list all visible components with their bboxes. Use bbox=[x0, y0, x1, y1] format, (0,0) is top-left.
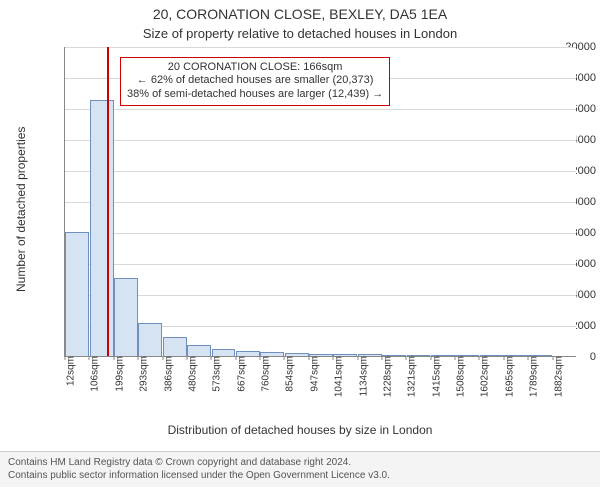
x-tick-label: 293sqm bbox=[135, 356, 150, 392]
gridline bbox=[65, 295, 576, 296]
histogram-bar bbox=[236, 351, 260, 356]
x-tick-label: 1602sqm bbox=[476, 356, 491, 397]
x-tick-label: 12sqm bbox=[62, 356, 77, 386]
gridline bbox=[65, 202, 576, 203]
annotation-line: 20 CORONATION CLOSE: 166sqm bbox=[127, 61, 383, 75]
x-tick-label: 573sqm bbox=[208, 356, 223, 392]
histogram-bar bbox=[260, 352, 284, 355]
y-axis-title: Number of detached properties bbox=[14, 126, 28, 291]
histogram-bar bbox=[90, 100, 114, 356]
gridline bbox=[65, 233, 576, 234]
x-tick-label: 947sqm bbox=[305, 356, 320, 392]
gridline bbox=[65, 47, 576, 48]
histogram-bar bbox=[212, 349, 236, 356]
x-tick-label: 1695sqm bbox=[500, 356, 515, 397]
gridline bbox=[65, 264, 576, 265]
annotation-line: 38% of semi-detached houses are larger (… bbox=[127, 88, 383, 102]
x-tick-label: 480sqm bbox=[183, 356, 198, 392]
x-tick-label: 1134sqm bbox=[354, 356, 369, 396]
x-tick-label: 386sqm bbox=[159, 356, 174, 392]
credits-line-2: Contains public sector information licen… bbox=[8, 469, 592, 482]
gridline bbox=[65, 109, 576, 110]
plot-region: 12sqm106sqm199sqm293sqm386sqm480sqm573sq… bbox=[64, 47, 576, 357]
x-axis-title: Distribution of detached houses by size … bbox=[0, 423, 600, 437]
histogram-bar bbox=[138, 323, 162, 356]
x-tick-label: 1228sqm bbox=[378, 356, 393, 397]
property-marker-line bbox=[107, 47, 109, 356]
chart-area: Number of detached properties 0200040006… bbox=[0, 41, 600, 451]
x-tick-label: 1321sqm bbox=[403, 356, 418, 397]
property-annotation: 20 CORONATION CLOSE: 166sqm← 62% of deta… bbox=[120, 57, 390, 106]
x-tick-label: 199sqm bbox=[110, 356, 125, 392]
credits-footer: Contains HM Land Registry data © Crown c… bbox=[0, 451, 600, 487]
histogram-bar bbox=[114, 278, 138, 356]
page-title: 20, CORONATION CLOSE, BEXLEY, DA5 1EA bbox=[0, 6, 600, 24]
x-tick-label: 1882sqm bbox=[549, 356, 564, 397]
histogram-bar bbox=[65, 232, 89, 356]
x-tick-label: 667sqm bbox=[232, 356, 247, 392]
annotation-line: ← 62% of detached houses are smaller (20… bbox=[127, 74, 383, 88]
gridline bbox=[65, 140, 576, 141]
x-tick-label: 854sqm bbox=[281, 356, 296, 392]
histogram-bar bbox=[163, 337, 187, 356]
histogram-bar bbox=[187, 345, 211, 356]
x-tick-label: 760sqm bbox=[257, 356, 272, 392]
page-subtitle: Size of property relative to detached ho… bbox=[0, 26, 600, 41]
gridline bbox=[65, 171, 576, 172]
x-tick-label: 106sqm bbox=[86, 356, 101, 392]
x-tick-label: 1789sqm bbox=[525, 356, 540, 397]
x-tick-label: 1415sqm bbox=[427, 356, 442, 397]
credits-line-1: Contains HM Land Registry data © Crown c… bbox=[8, 456, 592, 469]
x-tick-label: 1041sqm bbox=[330, 356, 345, 397]
x-tick-label: 1508sqm bbox=[452, 356, 467, 397]
